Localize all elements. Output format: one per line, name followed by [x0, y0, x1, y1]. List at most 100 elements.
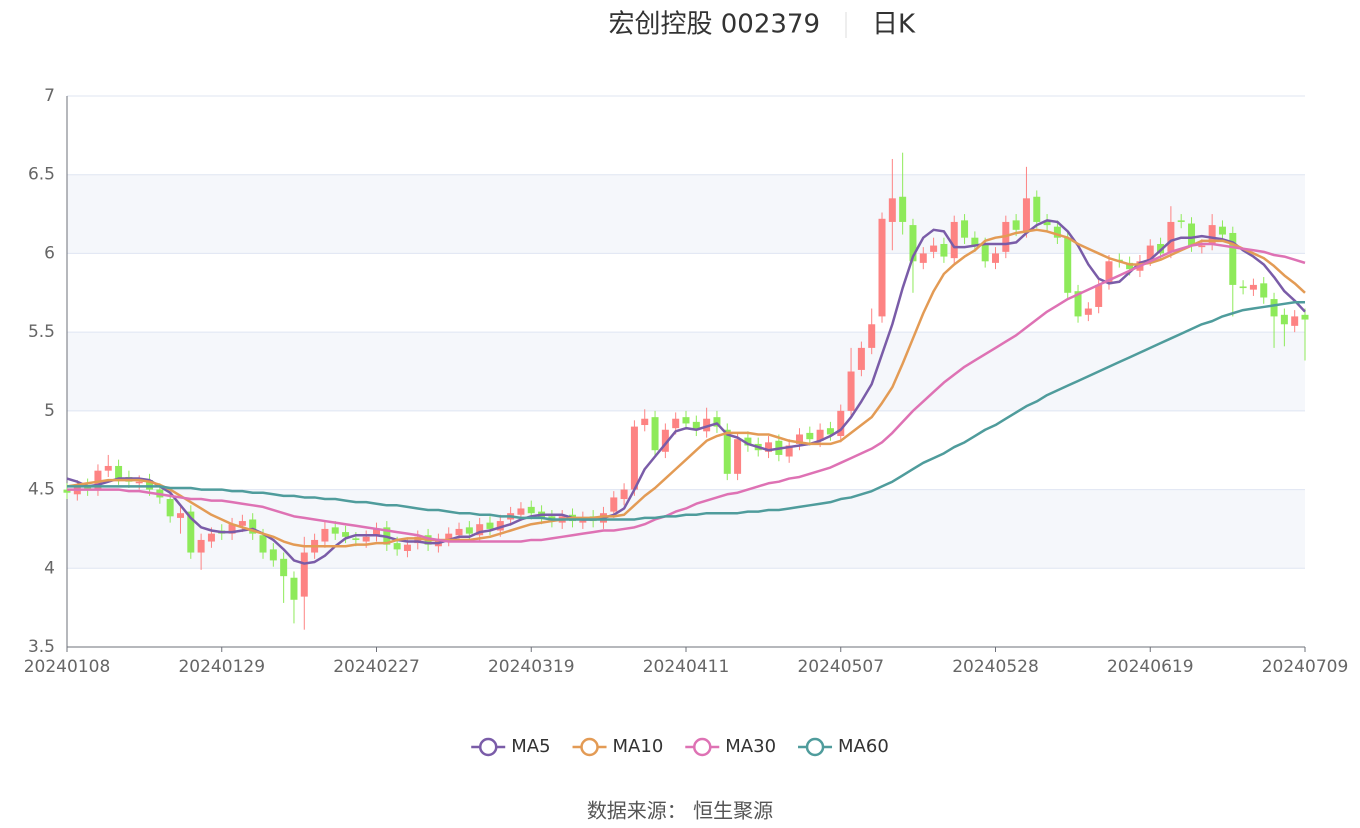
- y-tick-label: 5.5: [28, 322, 55, 342]
- candle-body: [682, 417, 690, 424]
- x-tick-label: 20240108: [24, 657, 111, 677]
- candle-body: [868, 324, 876, 348]
- candle-body: [1074, 291, 1082, 317]
- candle-body: [1053, 226, 1061, 238]
- candle-body: [115, 465, 123, 479]
- candle-body: [187, 511, 195, 553]
- legend-label: MA60: [838, 736, 889, 757]
- candle-body: [1198, 245, 1206, 248]
- candle-body: [765, 442, 773, 452]
- y-tick-label: 7: [44, 86, 55, 106]
- candle-body: [1188, 223, 1196, 246]
- candle-body: [1249, 284, 1257, 290]
- candle-body: [197, 539, 205, 553]
- candle-body: [981, 243, 989, 262]
- split-area: [67, 174, 1305, 254]
- candle-body: [692, 421, 700, 430]
- ma-line: [67, 300, 1305, 521]
- candle-body: [517, 508, 525, 515]
- candle-body: [414, 536, 422, 544]
- candle-body: [207, 533, 215, 542]
- candle-body: [238, 521, 246, 526]
- candle-body: [1126, 262, 1134, 270]
- x-tick-label: 20240319: [488, 657, 575, 677]
- candle-body: [1084, 308, 1092, 315]
- candle-body: [1033, 196, 1041, 222]
- legend-marker: [478, 737, 498, 757]
- candle-body: [352, 538, 360, 540]
- chart-subtitle: 日K: [872, 10, 916, 40]
- candle-body: [888, 198, 896, 222]
- candle-body: [630, 426, 638, 490]
- candle-body: [992, 253, 999, 263]
- legend-label: MA10: [613, 736, 664, 757]
- x-tick-label: 20240411: [643, 657, 730, 677]
- candle-body: [723, 429, 731, 474]
- y-tick-label: 6.5: [28, 165, 55, 185]
- candle-body: [661, 429, 669, 452]
- candle-body: [1218, 226, 1226, 235]
- candle-body: [940, 243, 948, 257]
- candle-body: [1095, 284, 1103, 307]
- candle-body: [496, 521, 504, 531]
- candle-body: [486, 522, 494, 529]
- candle-body: [1043, 220, 1051, 226]
- candle-body: [362, 536, 370, 542]
- candle-body: [342, 532, 350, 537]
- y-tick-label: 4: [44, 558, 55, 578]
- candle-body: [744, 437, 752, 446]
- candle-body: [146, 480, 154, 490]
- candle-body: [703, 418, 711, 432]
- source-note: 数据来源： 恒生聚源: [587, 799, 773, 823]
- candle-body: [1270, 299, 1278, 317]
- candle-body: [620, 489, 628, 500]
- candle-body: [795, 434, 803, 444]
- candle-body: [713, 417, 721, 427]
- candle-body: [961, 220, 969, 238]
- candle-body: [909, 225, 917, 262]
- candle-body: [1239, 286, 1247, 289]
- candle-body: [393, 543, 401, 550]
- candle-body: [1301, 314, 1309, 320]
- candle-body: [104, 465, 112, 471]
- x-tick-label: 20240528: [952, 657, 1039, 677]
- candle-body: [455, 528, 463, 536]
- candle-body: [785, 445, 793, 457]
- candle-body: [166, 499, 174, 517]
- candle-body: [1105, 261, 1113, 284]
- candle-body: [1280, 314, 1288, 325]
- candle-body: [403, 544, 411, 551]
- legend-marker: [693, 737, 712, 757]
- candle-body: [610, 497, 618, 512]
- candle-body: [249, 519, 257, 534]
- candle-body: [373, 528, 380, 536]
- candle-body: [321, 528, 329, 542]
- x-tick-label: 20240507: [797, 657, 884, 677]
- candle-body: [847, 371, 855, 411]
- candle-body: [228, 524, 236, 534]
- chart-title: 宏创控股 002379: [608, 10, 820, 40]
- candle-body: [176, 513, 184, 518]
- candle-body: [1229, 232, 1237, 285]
- candle-body: [950, 221, 958, 259]
- candle-body: [1022, 198, 1030, 232]
- candle-body: [899, 196, 907, 222]
- candle-body: [930, 245, 938, 252]
- candle-body: [651, 417, 659, 451]
- candle-body: [290, 577, 298, 600]
- candle-body: [280, 558, 288, 577]
- candle-body: [1260, 283, 1268, 298]
- y-tick-label: 4.5: [28, 480, 55, 500]
- legend: MA5 MA10 MA30 MA60: [471, 736, 889, 757]
- candle-body: [1012, 220, 1020, 230]
- y-tick-label: 6: [44, 243, 55, 263]
- candle-body: [1291, 316, 1299, 326]
- candle-body: [269, 549, 277, 561]
- candle-body: [63, 489, 71, 493]
- candle-body: [878, 218, 886, 317]
- candle-body: [971, 237, 979, 246]
- candle-body: [527, 506, 535, 514]
- candle-body: [94, 470, 102, 490]
- candle-body: [641, 418, 649, 426]
